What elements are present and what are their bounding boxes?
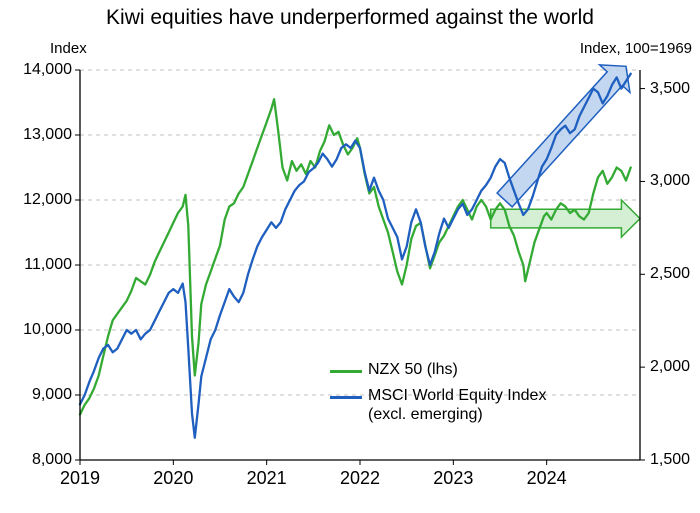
left-axis-tick-label: 13,000 bbox=[12, 126, 72, 144]
x-axis-tick-label: 2023 bbox=[413, 468, 493, 489]
right-axis-label: Index, 100=1969 bbox=[580, 40, 692, 57]
series-line bbox=[80, 74, 631, 438]
chart-container: Kiwi equities have underperformed agains… bbox=[0, 0, 700, 513]
left-axis-tick-label: 8,000 bbox=[12, 451, 72, 469]
x-axis-tick-label: 2021 bbox=[227, 468, 307, 489]
right-axis-tick-label: 1,500 bbox=[650, 451, 690, 469]
right-axis-tick-label: 2,000 bbox=[650, 358, 690, 376]
x-axis-tick-label: 2020 bbox=[133, 468, 213, 489]
legend-item: MSCI World Equity Index(excl. emerging) bbox=[330, 386, 546, 424]
x-axis-tick-label: 2022 bbox=[320, 468, 400, 489]
left-axis-tick-label: 14,000 bbox=[12, 61, 72, 79]
left-axis-tick-label: 10,000 bbox=[12, 321, 72, 339]
right-axis-tick-label: 3,000 bbox=[650, 172, 690, 190]
legend-label: NZX 50 (lhs) bbox=[368, 360, 458, 379]
chart-svg bbox=[0, 0, 700, 513]
legend-swatch bbox=[330, 370, 362, 373]
left-axis-tick-label: 9,000 bbox=[12, 386, 72, 404]
legend-label: MSCI World Equity Index(excl. emerging) bbox=[368, 386, 546, 424]
chart-title: Kiwi equities have underperformed agains… bbox=[0, 6, 700, 30]
left-axis-tick-label: 12,000 bbox=[12, 191, 72, 209]
x-axis-tick-label: 2019 bbox=[40, 468, 120, 489]
msci-trend-arrow bbox=[497, 65, 630, 207]
legend-swatch bbox=[330, 396, 362, 399]
left-axis-label: Index bbox=[50, 40, 87, 57]
right-axis-tick-label: 2,500 bbox=[650, 265, 690, 283]
x-axis-tick-label: 2024 bbox=[507, 468, 587, 489]
right-axis-tick-label: 3,500 bbox=[650, 80, 690, 98]
left-axis-tick-label: 11,000 bbox=[12, 256, 72, 274]
legend-item: NZX 50 (lhs) bbox=[330, 360, 458, 379]
